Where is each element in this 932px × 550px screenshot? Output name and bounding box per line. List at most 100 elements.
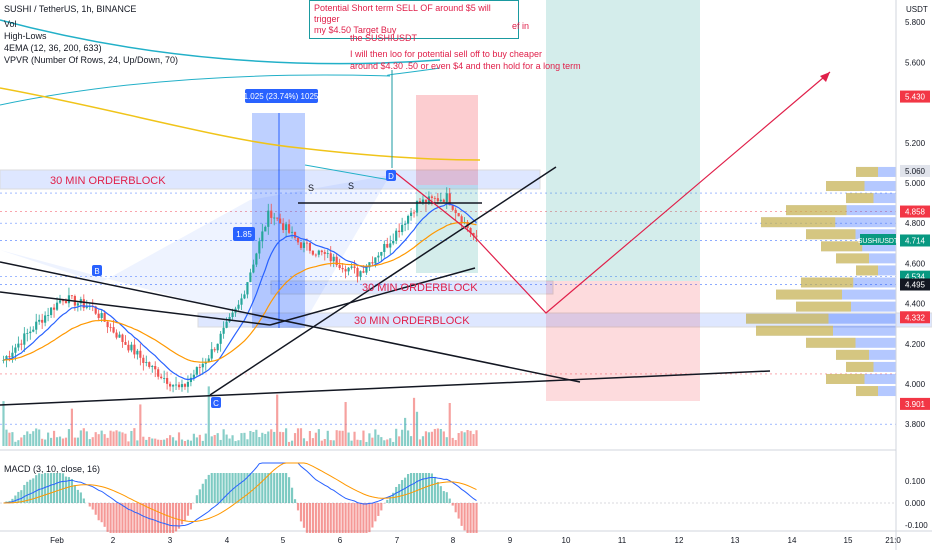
candle-body bbox=[308, 243, 311, 251]
vpvr-row-up bbox=[846, 361, 874, 372]
price-badge: 4.495 bbox=[905, 281, 926, 290]
volume-bar bbox=[389, 438, 392, 446]
price-tick: 5.800 bbox=[905, 18, 926, 27]
macd-bar bbox=[29, 479, 32, 503]
macd-bar bbox=[88, 503, 91, 507]
marker-s1: S bbox=[308, 183, 314, 193]
candle-body bbox=[183, 384, 187, 387]
macd-bar bbox=[186, 503, 190, 516]
macd-bar bbox=[79, 492, 82, 503]
price-axis[interactable]: 5.800 5.600 5.200 5.000 4.800 4.600 4.400 4.200… bbox=[905, 18, 926, 429]
candle-body bbox=[267, 210, 270, 227]
macd-bar bbox=[109, 503, 112, 533]
macd-bar bbox=[216, 473, 219, 503]
macd-axis[interactable]: 0.100 0.000 -0.100 bbox=[905, 477, 928, 530]
volume-bar bbox=[124, 433, 127, 446]
candle-body bbox=[293, 231, 297, 238]
macd-bar bbox=[35, 475, 38, 503]
candle-body bbox=[70, 295, 73, 297]
orderblock-mid-label: 30 MIN ORDERBLOCK bbox=[362, 282, 478, 294]
time-tick: 8 bbox=[451, 536, 456, 545]
volume-bar bbox=[261, 432, 264, 446]
candle-body bbox=[121, 334, 124, 342]
candle-body bbox=[341, 267, 344, 270]
volume-bar bbox=[100, 430, 103, 446]
volume-bar bbox=[288, 441, 291, 446]
time-tick: 13 bbox=[731, 536, 740, 545]
price-badge: 3.901 bbox=[905, 400, 926, 409]
orderblock-mid bbox=[270, 280, 554, 295]
volume-bar bbox=[151, 438, 154, 446]
candle-body bbox=[41, 319, 44, 323]
candle-body bbox=[29, 331, 32, 334]
indicator-vpvr[interactable]: VPVR (Number Of Rows, 24, Up/Down, 70) bbox=[4, 55, 179, 65]
candle-body bbox=[472, 232, 475, 236]
candle-body bbox=[386, 243, 389, 248]
note-mid-line2: around $4.30 .50 or even $4 and then hol… bbox=[350, 61, 581, 71]
candle-body bbox=[433, 197, 436, 199]
macd-bar bbox=[463, 503, 466, 531]
indicator-ema[interactable]: 4EMA (12, 36, 200, 633) bbox=[4, 43, 102, 53]
candle-body bbox=[216, 343, 219, 351]
volume-bar bbox=[82, 428, 85, 446]
macd-bar bbox=[133, 503, 136, 533]
macd-bar bbox=[204, 479, 207, 503]
macd-bar bbox=[231, 473, 234, 503]
volume-bar bbox=[293, 433, 297, 446]
volume-bar bbox=[424, 431, 428, 446]
note-mid[interactable]: I will then loo for potential sell off t… bbox=[350, 48, 581, 72]
symbol-title[interactable]: SUSHI / TetherUS, 1h, BINANCE bbox=[4, 4, 137, 14]
volume-bar bbox=[38, 429, 41, 446]
time-tick: 11 bbox=[618, 536, 627, 545]
candle-body bbox=[460, 216, 463, 224]
currency-label[interactable]: USDT bbox=[906, 5, 928, 14]
macd-bar bbox=[305, 503, 309, 533]
macd-bar bbox=[249, 473, 252, 503]
macd-bar bbox=[76, 489, 79, 503]
candle-body bbox=[139, 350, 142, 358]
projection-arrowhead bbox=[820, 72, 830, 82]
volume-bar bbox=[290, 440, 294, 446]
ema-36-line bbox=[3, 222, 477, 363]
time-axis[interactable]: Feb 2 3 4 5 6 7 8 9 10 11 12 13 14 15 21:0 bbox=[50, 536, 901, 545]
candle-body bbox=[82, 299, 85, 308]
volume-bar bbox=[32, 431, 35, 446]
macd-bar bbox=[180, 503, 184, 525]
macd-bar bbox=[258, 473, 261, 503]
volume-bar bbox=[350, 440, 353, 446]
macd-bar bbox=[293, 499, 297, 503]
volume-bar bbox=[430, 431, 433, 446]
macd-bar bbox=[267, 473, 270, 503]
candle-body bbox=[189, 377, 192, 383]
macd-bar bbox=[127, 503, 130, 533]
volume-bar bbox=[412, 397, 416, 446]
candle-body bbox=[112, 327, 115, 333]
volume-bar bbox=[41, 438, 44, 446]
price-badge: 4.858 bbox=[905, 208, 926, 217]
note-top[interactable]: Potential Short term SELL OF around $5 w… bbox=[309, 0, 519, 39]
volume-bar bbox=[133, 428, 136, 446]
note-fragment1: ef in bbox=[512, 21, 530, 31]
candle-body bbox=[252, 264, 255, 273]
candle-body bbox=[136, 350, 139, 355]
volume-bar bbox=[8, 432, 11, 446]
volume-bar bbox=[210, 436, 213, 446]
macd-bar bbox=[436, 481, 439, 503]
candle-body bbox=[288, 224, 291, 233]
candle-body bbox=[240, 298, 243, 305]
indicator-highlows[interactable]: High-Lows bbox=[4, 31, 47, 41]
volume-bar bbox=[409, 436, 413, 446]
volume-bar bbox=[323, 439, 326, 446]
candle-body bbox=[436, 198, 439, 202]
macd-bar bbox=[264, 473, 267, 503]
volume-bar bbox=[460, 431, 463, 446]
price-tick: 3.800 bbox=[905, 420, 926, 429]
macd-bar bbox=[228, 473, 231, 503]
volume-bar bbox=[5, 429, 8, 446]
candle-body bbox=[231, 312, 234, 318]
indicator-vol[interactable]: Vol bbox=[4, 19, 17, 29]
macd-bar bbox=[273, 473, 276, 503]
candle-body bbox=[157, 369, 160, 377]
macd-tick: -0.100 bbox=[905, 521, 928, 530]
